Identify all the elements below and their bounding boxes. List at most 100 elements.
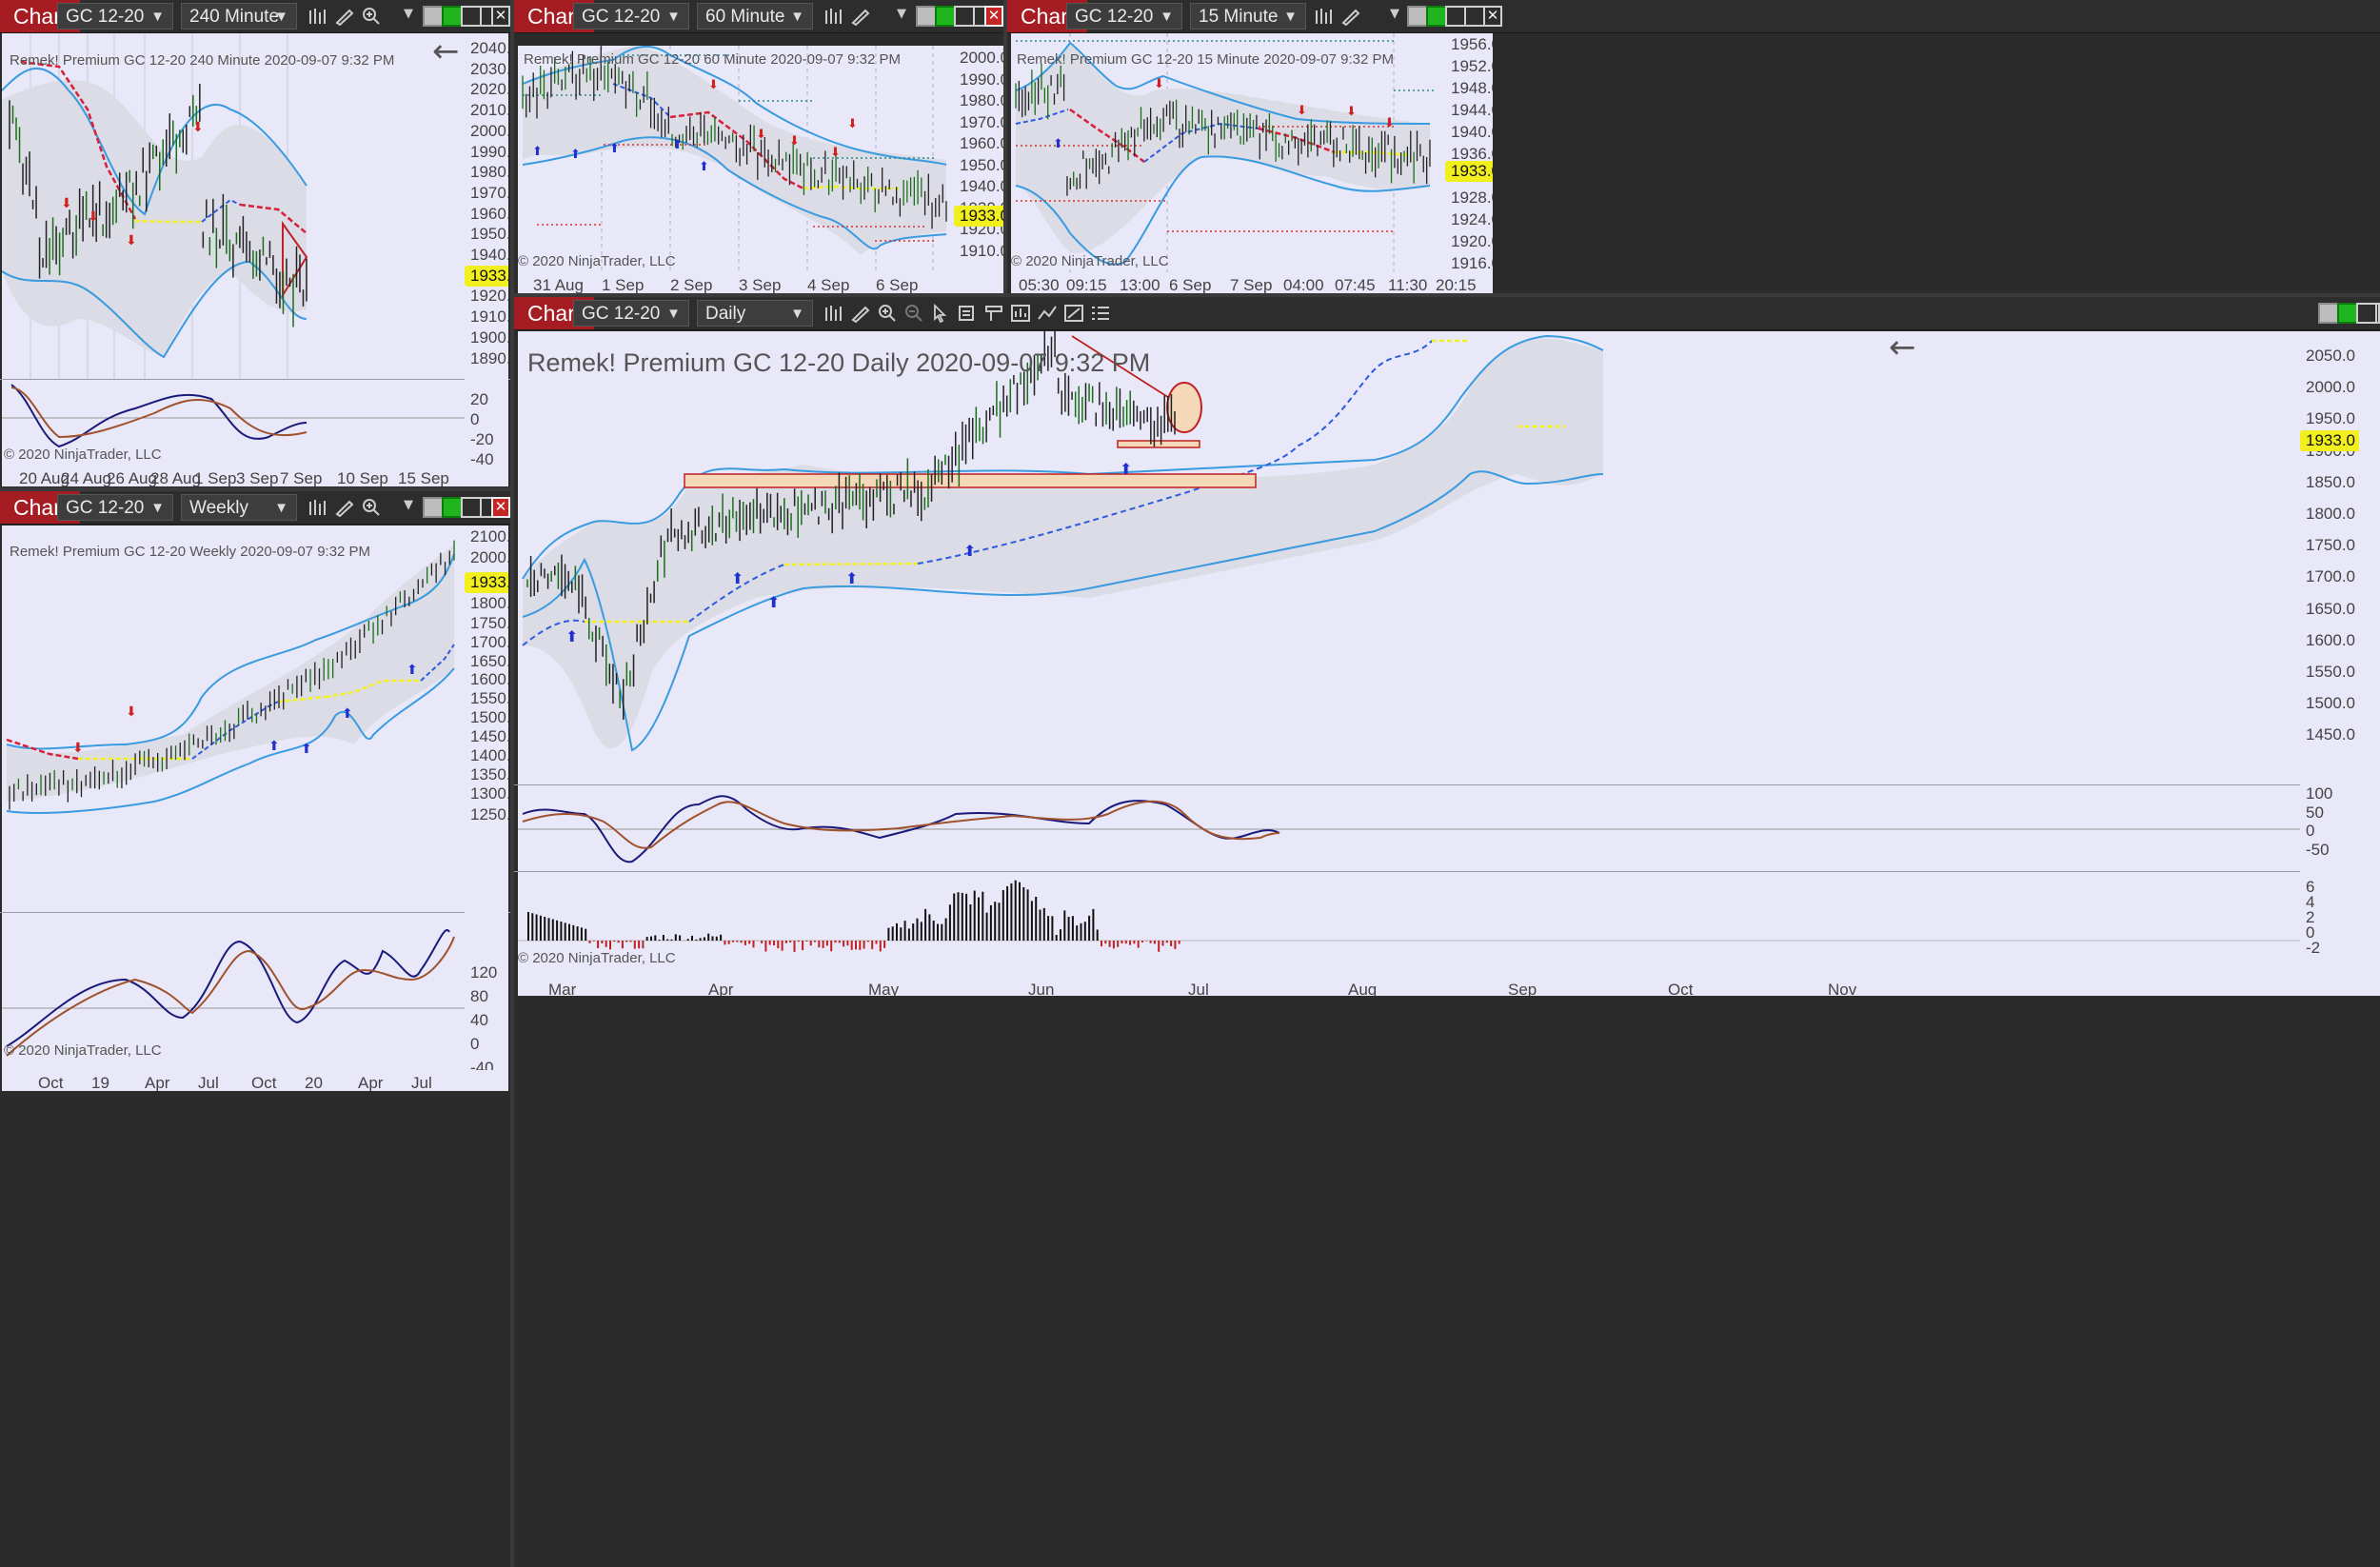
oscillator-panel[interactable]: © 2020 NinjaTrader, LLC xyxy=(2,913,465,1070)
bar-style-icon[interactable] xyxy=(823,304,844,323)
strategies-icon[interactable] xyxy=(1037,304,1058,323)
data-box-icon[interactable] xyxy=(957,304,978,323)
minimize-button[interactable] xyxy=(954,6,975,27)
back-arrow-icon[interactable]: ← xyxy=(1889,331,1916,367)
time-axis-label: 26 Aug xyxy=(107,469,157,486)
price-axis[interactable]: 1956.01952.01948.01944.01940.01936.01932… xyxy=(1445,33,1493,272)
zoom-out-icon[interactable] xyxy=(903,304,924,323)
chart-toolbar: Chart GC 12-20 ▼ 240 Minute ▼ ▼ ✕ xyxy=(0,0,510,33)
window-option-button[interactable] xyxy=(423,6,444,27)
price-panel[interactable]: ⬆ ⬆ ⬆ ⬆ ⬆ ⬇ ⬇ ⬇ ⬇ ⬇ Remek! Premium GC 12-20 60 … xyxy=(518,46,954,272)
window-option-button[interactable] xyxy=(423,497,444,518)
interval-selector[interactable]: Weekly ▼ xyxy=(181,494,297,521)
price-axis-label: 1890.0 xyxy=(470,348,508,367)
chevron-down-icon[interactable]: ▼ xyxy=(1390,7,1399,21)
histogram-axis-label: 0 xyxy=(2306,923,2315,942)
zoom-icon[interactable] xyxy=(361,7,382,26)
indicators-icon[interactable] xyxy=(1010,304,1031,323)
minimize-button[interactable] xyxy=(461,6,482,27)
oscillator-panel[interactable] xyxy=(518,785,2300,871)
close-button[interactable]: ✕ xyxy=(984,6,1003,27)
maximize-button[interactable] xyxy=(2375,303,2380,324)
chevron-down-icon[interactable]: ▼ xyxy=(404,498,413,512)
chart-title: Remek! Premium GC 12-20 60 Minute 2020-0… xyxy=(524,51,902,68)
pointer-icon[interactable] xyxy=(930,303,951,324)
close-button[interactable]: ✕ xyxy=(491,497,510,518)
chart-trader-icon[interactable] xyxy=(1063,304,1084,323)
price-panel[interactable]: ⬇ ⬇ ⬆ ⬆ ⬆ ⬆ Remek! Premium GC 12-20 Weekly 2… xyxy=(2,526,465,912)
back-arrow-icon[interactable]: ← xyxy=(432,33,460,70)
time-axis-label: 05:30 xyxy=(1019,276,1060,293)
price-axis-label: 1936.0 xyxy=(1451,145,1493,163)
time-axis-label: Apr xyxy=(708,981,734,996)
minimize-button[interactable] xyxy=(2356,303,2377,324)
link-button[interactable] xyxy=(2337,303,2358,324)
interval-selector[interactable]: 240 Minute ▼ xyxy=(181,3,297,30)
histogram-bar xyxy=(965,893,968,941)
interval-selector[interactable]: 15 Minute ▼ xyxy=(1190,3,1306,30)
interval-selector[interactable]: Daily ▼ xyxy=(697,300,813,327)
time-axis[interactable]: Oct 19 Apr Jul Oct 20 Apr Jul xyxy=(2,1070,508,1091)
price-axis[interactable]: 2050.02000.01950.01900.01850.01800.01750… xyxy=(2300,331,2380,977)
instrument-selector[interactable]: GC 12-20 ▼ xyxy=(1066,3,1182,30)
time-axis[interactable]: 05:30 09:15 13:00 6 Sep 7 Sep 04:00 07:45 11:30… xyxy=(1011,272,1493,293)
drawing-tool-icon[interactable] xyxy=(850,304,871,324)
close-button[interactable]: ✕ xyxy=(1483,6,1502,27)
drawing-tool-icon[interactable] xyxy=(334,498,355,518)
drawing-tool-icon[interactable] xyxy=(1340,7,1361,27)
drawing-tool-icon[interactable] xyxy=(334,7,355,27)
window-option-button[interactable] xyxy=(2318,303,2339,324)
minimize-button[interactable] xyxy=(461,497,482,518)
oscillator-panel[interactable]: © 2020 NinjaTrader, LLC xyxy=(2,380,465,466)
minimize-button[interactable] xyxy=(1445,6,1466,27)
maximize-button[interactable] xyxy=(1464,6,1485,27)
time-axis[interactable]: 31 Aug 1 Sep 2 Sep 3 Sep 4 Sep 6 Sep xyxy=(518,272,1003,293)
histogram-bar xyxy=(797,941,800,942)
instrument-selector[interactable]: GC 12-20 ▼ xyxy=(573,3,689,30)
time-axis-label: 19 xyxy=(91,1074,109,1091)
close-button[interactable]: ✕ xyxy=(491,6,510,27)
link-button[interactable] xyxy=(1426,6,1447,27)
time-axis[interactable]: Mar Apr May Jun Jul Aug Sep Oct Nov xyxy=(518,977,2380,996)
oscillator-axis-label: 120 xyxy=(470,963,498,982)
window-option-button[interactable] xyxy=(1407,6,1428,27)
properties-list-icon[interactable] xyxy=(1090,304,1111,323)
chevron-down-icon[interactable]: ▼ xyxy=(897,7,906,21)
link-button[interactable] xyxy=(935,6,956,27)
bar-style-icon[interactable] xyxy=(307,498,328,517)
histogram-svg xyxy=(518,880,2300,952)
chart-window-240min: Chart GC 12-20 ▼ 240 Minute ▼ ▼ ✕ xyxy=(0,0,510,487)
price-axis[interactable]: 2100.02000.01900.01800.01750.01700.01650… xyxy=(465,526,508,1070)
instrument-selector[interactable]: GC 12-20 ▼ xyxy=(573,300,689,327)
bar-style-icon[interactable] xyxy=(1314,7,1335,26)
histogram-bar xyxy=(686,939,689,941)
histogram-bar xyxy=(830,941,833,952)
interval-selector[interactable]: 60 Minute ▼ xyxy=(697,3,813,30)
time-axis-label: 1 Sep xyxy=(194,469,237,486)
link-button[interactable] xyxy=(442,6,463,27)
histogram-bar xyxy=(764,941,767,952)
histogram-panel[interactable]: © 2020 NinjaTrader, LLC xyxy=(518,872,2300,977)
price-axis[interactable]: 2000.0 1990.0 1980.0 1970.0 1960.0 1950.0 1940… xyxy=(954,46,1003,272)
price-panel[interactable]: ⬆ ⬇ ⬇ ⬇ ⬇ Remek! Premium GC 12-20 15 Minute … xyxy=(1011,33,1445,272)
instrument-selector[interactable]: GC 12-20 ▼ xyxy=(57,3,173,30)
histogram-axis-label: 6 xyxy=(2306,878,2315,896)
price-panel[interactable]: ⬇ ⬇ ⬇ ⬇ Remek! Premium GC 12-20 240 Minute … xyxy=(2,33,465,379)
price-panel[interactable]: ⬆ ⬆ ⬆ ⬆ ⬆ ⬆ Remek! Premium GC 12-20 Daily 20… xyxy=(518,331,2300,784)
drawing-tool-icon[interactable] xyxy=(850,7,871,27)
histogram-bar xyxy=(1101,941,1102,947)
window-option-button[interactable] xyxy=(916,6,937,27)
bar-style-icon[interactable] xyxy=(307,7,328,26)
histogram-bar xyxy=(1006,885,1009,941)
zoom-icon[interactable] xyxy=(877,304,898,323)
time-axis-label: 7 Sep xyxy=(280,469,323,486)
zoom-icon[interactable] xyxy=(361,498,382,517)
time-axis[interactable]: 20 Aug 24 Aug 26 Aug 28 Aug 1 Sep 3 Sep 7 Sep 1… xyxy=(2,466,508,486)
bar-style-icon[interactable] xyxy=(823,7,844,26)
instrument-selector[interactable]: GC 12-20 ▼ xyxy=(57,494,173,521)
chevron-down-icon[interactable]: ▼ xyxy=(404,7,413,21)
price-axis-label: 1800.0 xyxy=(2306,505,2355,523)
drawing-objects-icon[interactable] xyxy=(983,304,1004,323)
link-button[interactable] xyxy=(442,497,463,518)
